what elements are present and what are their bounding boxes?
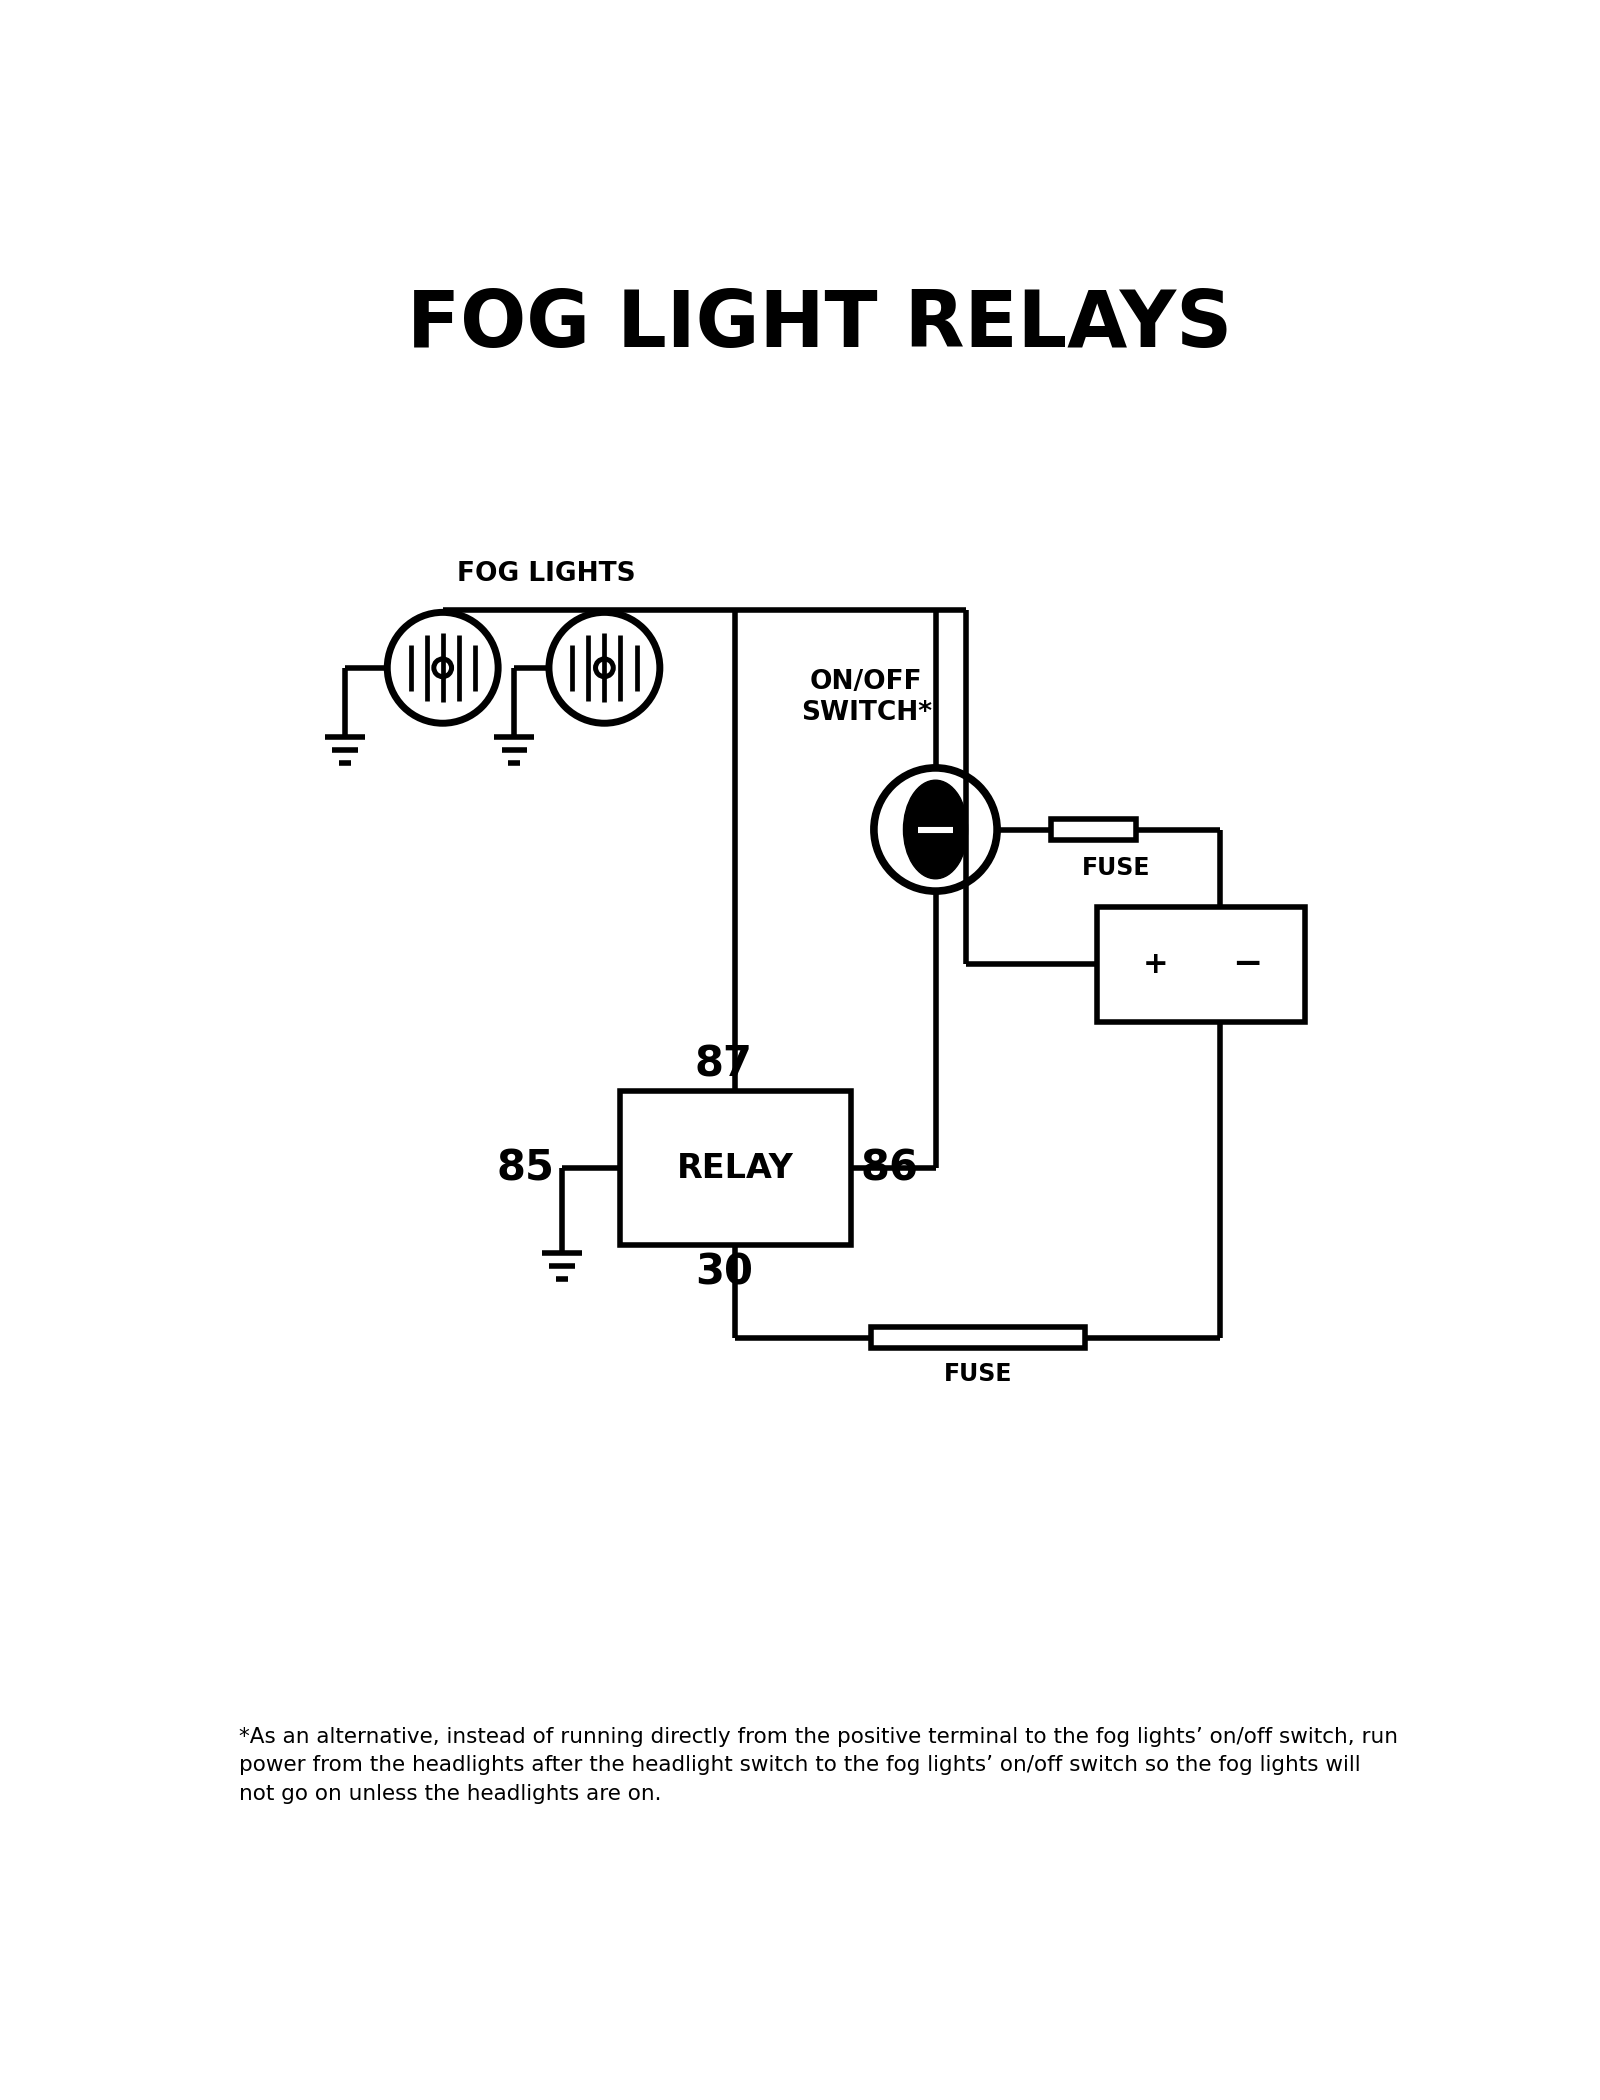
Text: −: −	[1232, 947, 1262, 981]
Text: FUSE: FUSE	[944, 1363, 1013, 1386]
Text: 30: 30	[694, 1252, 752, 1294]
Text: 86: 86	[861, 1147, 918, 1189]
Bar	[1098, 907, 1306, 1023]
Text: RELAY: RELAY	[677, 1151, 794, 1184]
Text: ON/OFF
SWITCH*: ON/OFF SWITCH*	[800, 668, 931, 727]
Text: FOG LIGHTS: FOG LIGHTS	[458, 561, 635, 586]
Bar	[1051, 819, 1136, 840]
Text: FOG LIGHT RELAYS: FOG LIGHT RELAYS	[408, 286, 1232, 363]
Text: *As an alternative, instead of running directly from the positive terminal to th: *As an alternative, instead of running d…	[238, 1726, 1398, 1804]
Text: 85: 85	[496, 1147, 554, 1189]
Text: 87: 87	[694, 1044, 752, 1086]
Ellipse shape	[904, 781, 968, 878]
Text: FUSE: FUSE	[1082, 857, 1150, 880]
Bar	[870, 1327, 1085, 1348]
Bar	[619, 1092, 851, 1245]
Text: +: +	[1142, 949, 1168, 979]
